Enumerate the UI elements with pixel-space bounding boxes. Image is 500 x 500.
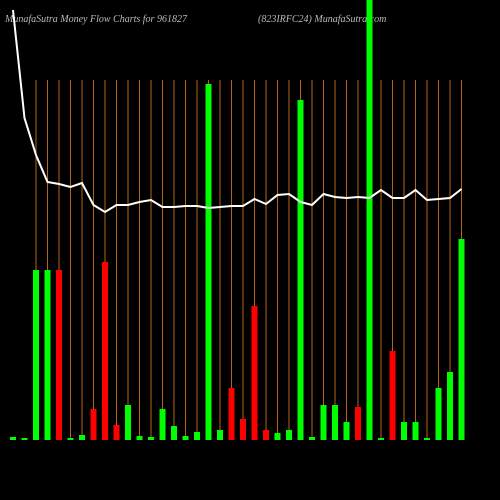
- bar: [125, 405, 131, 440]
- bar: [297, 100, 304, 440]
- bar: [79, 435, 85, 440]
- flow-line: [12, 9, 463, 214]
- bar: [274, 433, 281, 440]
- bar: [171, 426, 177, 440]
- bar: [355, 407, 361, 440]
- bar: [320, 405, 327, 440]
- bar: [240, 419, 246, 440]
- bar: [113, 425, 120, 440]
- bar: [412, 422, 419, 440]
- bar: [286, 430, 292, 440]
- chart-subtitle: (823IRFC24) MunafaSutra.com: [258, 14, 386, 25]
- bar: [102, 262, 108, 440]
- bar: [401, 422, 407, 440]
- bar: [148, 437, 154, 440]
- bar: [378, 438, 384, 440]
- bar: [67, 438, 74, 440]
- bar: [21, 438, 28, 440]
- bar: [332, 405, 338, 440]
- bar: [33, 270, 39, 440]
- bar: [205, 84, 212, 440]
- bar: [10, 437, 16, 440]
- chart-title: MunafaSutra Money Flow Charts for 961827: [4, 14, 188, 25]
- bar: [447, 372, 453, 440]
- bar: [251, 306, 258, 440]
- bar: [228, 388, 235, 440]
- bar: [343, 422, 350, 440]
- bar: [424, 438, 430, 440]
- bar: [309, 437, 315, 440]
- bar: [217, 430, 223, 440]
- bar: [435, 388, 442, 440]
- bar: [136, 436, 143, 440]
- bar: [458, 239, 465, 440]
- bar: [389, 351, 396, 440]
- bar: [182, 436, 189, 440]
- bar: [366, 0, 373, 440]
- bar: [263, 430, 269, 440]
- bar: [90, 409, 97, 440]
- bar: [159, 409, 166, 440]
- bar: [56, 270, 62, 440]
- bar: [44, 270, 51, 440]
- bar: [194, 432, 200, 440]
